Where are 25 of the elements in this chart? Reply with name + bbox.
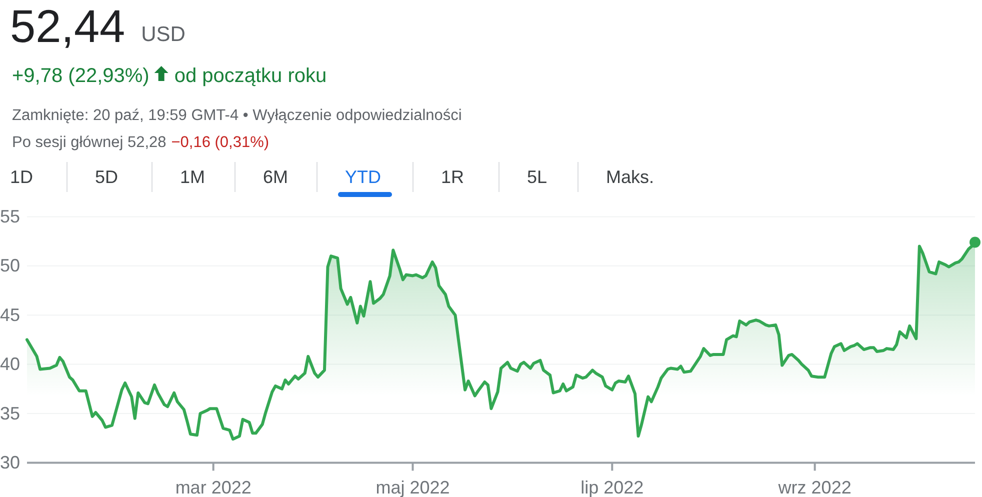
y-tick-label: 40 [0, 354, 20, 374]
x-tick-label: wrz 2022 [777, 478, 852, 497]
x-tick-label: lip 2022 [580, 478, 644, 497]
text: od początku roku [174, 65, 327, 87]
text: Po sesji głównej 52,28 [12, 134, 166, 151]
text: −0,16 (0,31%) [171, 134, 270, 151]
y-tick-label: 55 [0, 206, 20, 226]
text: 1D [10, 167, 34, 187]
text: 5L [527, 167, 548, 187]
chart-title: 52,44 [10, 0, 126, 52]
y-tick-label: 30 [0, 452, 20, 472]
x-tick-label: maj 2022 [376, 478, 450, 497]
text: 6M [263, 167, 288, 187]
text: +9,78 (22,93%) [12, 65, 150, 87]
y-tick-label: 45 [0, 304, 20, 325]
text: Maks. [606, 167, 654, 187]
text: YTD [345, 167, 381, 187]
text: Zamknięte: 20 paź, 19:59 GMT-4 • Wyłączenie odpowiedzialności [12, 107, 462, 124]
y-tick-label: 50 [0, 256, 20, 276]
text: 5D [95, 167, 118, 187]
text: 1M [180, 167, 206, 187]
y-tick-label: 35 [0, 403, 20, 424]
text: USD [141, 23, 186, 46]
text: 1R [441, 167, 464, 187]
x-tick-label: mar 2022 [175, 478, 252, 497]
